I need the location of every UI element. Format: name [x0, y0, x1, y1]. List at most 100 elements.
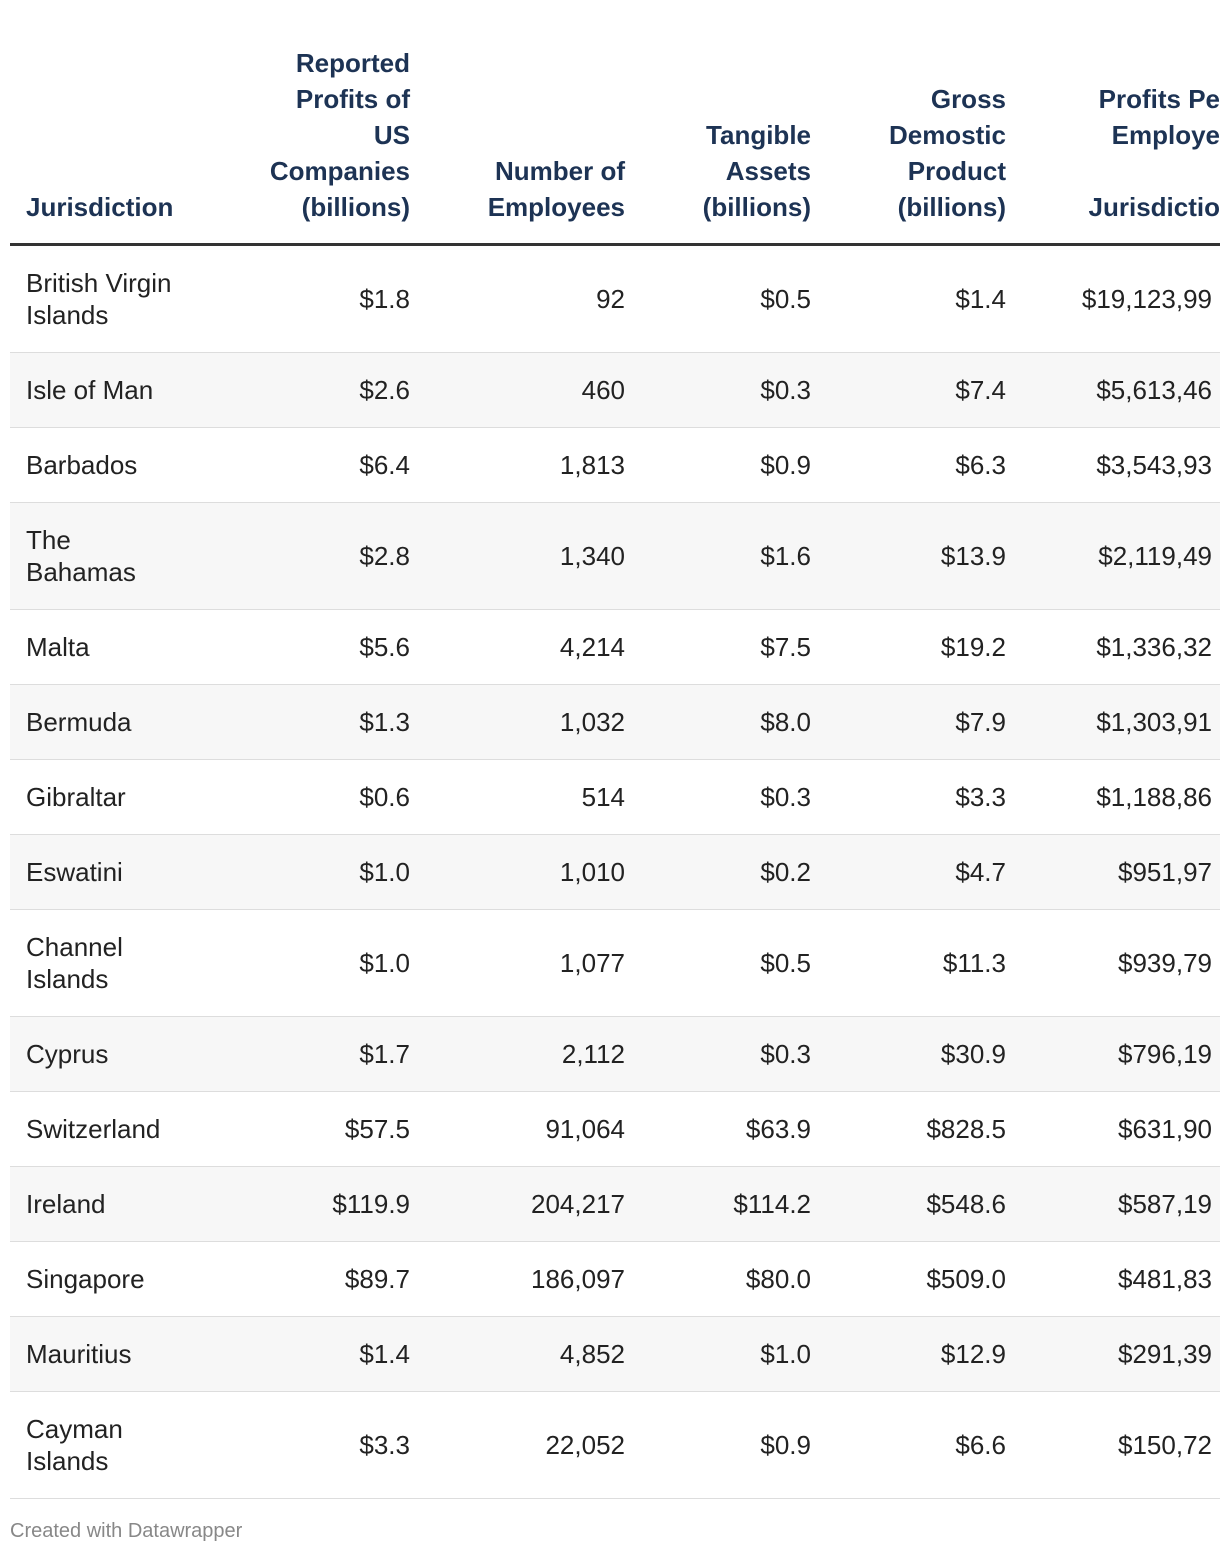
footer: Created with Datawrapper: [10, 1520, 243, 1542]
table-cell: $939,79: [1006, 909, 1220, 1017]
table-header: Jurisdiction Reported Profits of US Compa…: [10, 43, 1220, 246]
table-cell: 4,852: [410, 1316, 625, 1392]
table-row: Cyprus $1.7 2,112 $0.3 $30.9 $796,19: [10, 1016, 1220, 1092]
table-cell: $1,303,91: [1006, 684, 1220, 760]
table-cell: $0.5: [625, 909, 811, 1017]
column-header: Reported Profits of US Companies (billio…: [245, 43, 410, 246]
table-cell: 1,077: [410, 909, 625, 1017]
table-cell: $30.9: [811, 1016, 1006, 1092]
table-cell: $0.3: [625, 352, 811, 428]
column-header: Profits Pe Employe Jurisdictio: [1006, 43, 1220, 246]
table-row: Eswatini $1.0 1,010 $0.2 $4.7 $951,97: [10, 834, 1220, 910]
table-cell: $80.0: [625, 1241, 811, 1317]
column-header: Gross Demostic Product (billions): [811, 43, 1006, 246]
table-cell: $2.6: [245, 352, 410, 428]
table-cell: $7.5: [625, 609, 811, 685]
table-cell: $2.8: [245, 502, 410, 610]
table-container: Jurisdiction Reported Profits of US Compa…: [10, 43, 1220, 1499]
table-cell: $1.4: [811, 244, 1006, 353]
row-label: Mauritius: [10, 1316, 245, 1392]
header-row: Jurisdiction Reported Profits of US Compa…: [10, 43, 1220, 246]
table: Jurisdiction Reported Profits of US Compa…: [10, 43, 1220, 1499]
table-cell: 92: [410, 244, 625, 353]
row-label: British Virgin Islands: [10, 244, 245, 353]
table-cell: $19,123,99: [1006, 244, 1220, 353]
table-cell: 22,052: [410, 1391, 625, 1499]
table-cell: $89.7: [245, 1241, 410, 1317]
table-cell: $1.0: [625, 1316, 811, 1392]
row-label: The Bahamas: [10, 502, 245, 610]
table-row: Switzerland $57.5 91,064 $63.9 $828.5 $631,90: [10, 1091, 1220, 1167]
table-cell: $2,119,49: [1006, 502, 1220, 610]
column-header: Jurisdiction: [10, 43, 245, 246]
table-cell: 91,064: [410, 1091, 625, 1167]
table-row: Ireland $119.9 204,217 $114.2 $548.6 $587,19: [10, 1166, 1220, 1242]
table-cell: $114.2: [625, 1166, 811, 1242]
row-label: Malta: [10, 609, 245, 685]
table-cell: $119.9: [245, 1166, 410, 1242]
table-body: British Virgin Islands $1.8 92 $0.5 $1.4 $19,…: [10, 244, 1220, 1499]
row-label: Cayman Islands: [10, 1391, 245, 1499]
row-label: Barbados: [10, 427, 245, 503]
table-cell: $11.3: [811, 909, 1006, 1017]
table-cell: $1,336,32: [1006, 609, 1220, 685]
row-label: Cyprus: [10, 1016, 245, 1092]
table-row: Channel Islands $1.0 1,077 $0.5 $11.3 $939,79: [10, 909, 1220, 1017]
table-cell: $548.6: [811, 1166, 1006, 1242]
table-cell: 460: [410, 352, 625, 428]
table-cell: $1.0: [245, 834, 410, 910]
table-row: Malta $5.6 4,214 $7.5 $19.2 $1,336,32: [10, 609, 1220, 685]
table-cell: 1,340: [410, 502, 625, 610]
table-cell: $0.9: [625, 1391, 811, 1499]
table-cell: 1,813: [410, 427, 625, 503]
table-cell: $5,613,46: [1006, 352, 1220, 428]
table-row: Singapore $89.7 186,097 $80.0 $509.0 $481,83: [10, 1241, 1220, 1317]
table-cell: $1.0: [245, 909, 410, 1017]
table-cell: $7.9: [811, 684, 1006, 760]
row-label: Bermuda: [10, 684, 245, 760]
row-label: Ireland: [10, 1166, 245, 1242]
table-cell: $6.6: [811, 1391, 1006, 1499]
table-cell: $150,72: [1006, 1391, 1220, 1499]
table-cell: $796,19: [1006, 1016, 1220, 1092]
table-row: Bermuda $1.3 1,032 $8.0 $7.9 $1,303,91: [10, 684, 1220, 760]
row-label: Eswatini: [10, 834, 245, 910]
table-cell: $8.0: [625, 684, 811, 760]
table-cell: 514: [410, 759, 625, 835]
table-row: British Virgin Islands $1.8 92 $0.5 $1.4 $19,…: [10, 244, 1220, 353]
table-cell: $0.9: [625, 427, 811, 503]
table-cell: $6.3: [811, 427, 1006, 503]
table-cell: $1.7: [245, 1016, 410, 1092]
table-cell: $0.2: [625, 834, 811, 910]
table-row: Mauritius $1.4 4,852 $1.0 $12.9 $291,39: [10, 1316, 1220, 1392]
table-cell: $291,39: [1006, 1316, 1220, 1392]
table-row: Barbados $6.4 1,813 $0.9 $6.3 $3,543,93: [10, 427, 1220, 503]
table-cell: 4,214: [410, 609, 625, 685]
table-cell: $19.2: [811, 609, 1006, 685]
table-cell: $1.6: [625, 502, 811, 610]
table-cell: $509.0: [811, 1241, 1006, 1317]
table-cell: $13.9: [811, 502, 1006, 610]
table-cell: $7.4: [811, 352, 1006, 428]
table-cell: $4.7: [811, 834, 1006, 910]
table-cell: $828.5: [811, 1091, 1006, 1167]
table-cell: 2,112: [410, 1016, 625, 1092]
table-cell: $57.5: [245, 1091, 410, 1167]
table-cell: 186,097: [410, 1241, 625, 1317]
table-cell: 1,032: [410, 684, 625, 760]
table-row: Cayman Islands $3.3 22,052 $0.9 $6.6 $150,72: [10, 1391, 1220, 1499]
column-header: Number of Employees: [410, 43, 625, 246]
table-cell: $3.3: [811, 759, 1006, 835]
table-cell: $1.4: [245, 1316, 410, 1392]
row-label: Gibraltar: [10, 759, 245, 835]
table-cell: $1,188,86: [1006, 759, 1220, 835]
table-cell: $0.5: [625, 244, 811, 353]
table-cell: 1,010: [410, 834, 625, 910]
table-cell: $0.3: [625, 759, 811, 835]
table-cell: 204,217: [410, 1166, 625, 1242]
table-cell: $481,83: [1006, 1241, 1220, 1317]
table-cell: $5.6: [245, 609, 410, 685]
table-row: Isle of Man $2.6 460 $0.3 $7.4 $5,613,46: [10, 352, 1220, 428]
column-header: Tangible Assets (billions): [625, 43, 811, 246]
